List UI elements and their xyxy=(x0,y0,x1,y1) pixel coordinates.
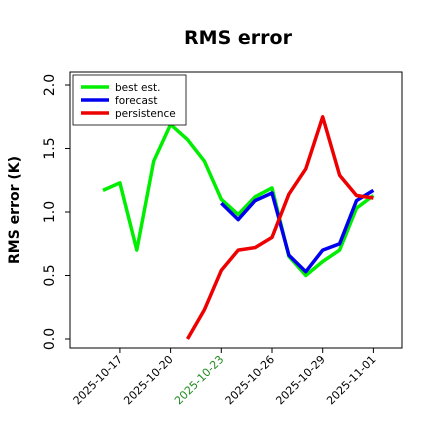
y-tick-label: 1.5 xyxy=(42,137,58,159)
x-tick-label: 2025-10-23 xyxy=(172,353,226,407)
x-tick-label: 2025-11-01 xyxy=(324,353,378,407)
y-tick-label: 0.5 xyxy=(42,264,58,286)
series-line-best-est xyxy=(102,122,375,278)
series-layer xyxy=(102,115,375,340)
y-tick-label: 1.0 xyxy=(42,201,58,223)
series-line-forecast xyxy=(220,188,375,274)
y-tick-label: 2.0 xyxy=(42,74,58,96)
y-axis-label: RMS error (K) xyxy=(7,156,23,264)
chart-title: RMS error xyxy=(184,27,293,49)
x-tick-label: 2025-10-17 xyxy=(71,353,125,407)
legend-label: forecast xyxy=(115,95,157,107)
y-axis: 0.0 0.5 1.0 1.5 2.0 xyxy=(42,74,70,350)
x-axis: 2025-10-172025-10-202025-10-232025-10-26… xyxy=(71,348,379,407)
x-tick-label: 2025-10-26 xyxy=(223,353,277,407)
x-tick-label: 2025-10-20 xyxy=(121,353,175,407)
legend-label: persistence xyxy=(115,108,176,120)
series-line-persistence xyxy=(185,115,374,340)
legend-label: best est. xyxy=(115,82,160,94)
x-tick-label: 2025-10-29 xyxy=(273,353,327,407)
y-tick-label: 0.0 xyxy=(42,328,58,350)
plot-frame xyxy=(69,71,403,349)
